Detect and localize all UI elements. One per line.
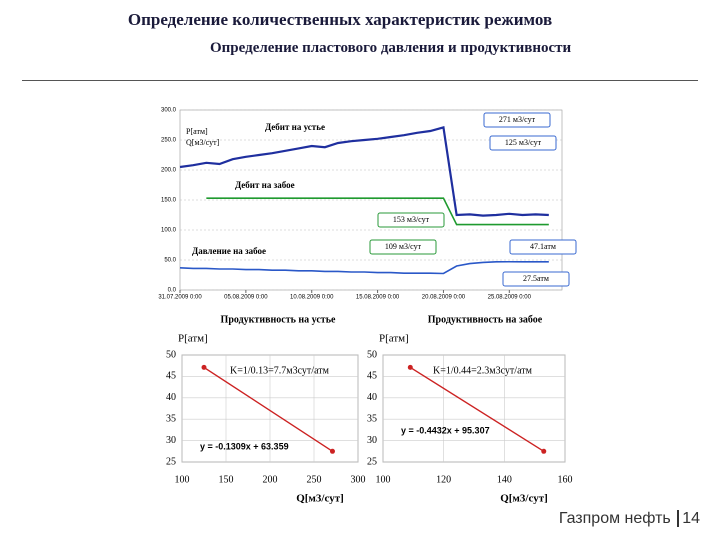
series-line bbox=[179, 126, 549, 217]
x-tick-label: 20.08.2009 0:00 bbox=[422, 295, 466, 301]
annotation-box bbox=[489, 135, 557, 151]
series-line bbox=[179, 260, 549, 275]
annotation: 153 м3/сут bbox=[393, 215, 430, 224]
x-tick-label: 150 bbox=[219, 474, 234, 485]
annotation-box bbox=[369, 239, 437, 255]
annotation: 47.1атм bbox=[530, 242, 556, 251]
series-label: Дебит на забое bbox=[235, 180, 295, 190]
x-tick-label: 25.08.2009 0:00 bbox=[488, 295, 532, 301]
plot-area bbox=[382, 354, 566, 463]
chart-title: Продуктивность на устье bbox=[221, 314, 336, 325]
y-axis-label: P[атм] bbox=[178, 333, 208, 345]
equation: y = -0.1309x + 63.359 bbox=[200, 441, 289, 451]
annotation-box bbox=[502, 271, 570, 287]
y-tick-label: 35 bbox=[367, 413, 377, 424]
annotation: 125 м3/сут bbox=[505, 138, 542, 147]
title-text: Определение количественных характеристик… bbox=[127, 10, 553, 29]
y-tick-label: 200.0 bbox=[161, 168, 177, 174]
x-tick-label: 200 bbox=[263, 474, 278, 485]
page-number: 14 bbox=[677, 510, 700, 527]
x-tick-label: 300 bbox=[351, 474, 366, 485]
annotation: 271 м3/сут bbox=[499, 115, 536, 124]
chart-title: Продуктивность на забое bbox=[428, 314, 543, 325]
annotation: K=1/0.44=2.3м3сут/атм bbox=[433, 365, 533, 376]
y-tick-label: 0.0 bbox=[168, 288, 177, 294]
x-tick-label: 250 bbox=[307, 474, 322, 485]
x-tick-label: 10.08.2009 0:00 bbox=[290, 295, 334, 301]
y-tick-label: 30 bbox=[367, 435, 377, 446]
x-axis-label: Q[м3/сут] bbox=[500, 493, 548, 505]
data-point bbox=[201, 364, 207, 370]
y-tick-label: 40 bbox=[367, 392, 377, 403]
x-tick-label: 100 bbox=[175, 474, 190, 485]
x-tick-label: 100 bbox=[376, 474, 391, 485]
title: Определение количественных характеристик… bbox=[0, 10, 720, 30]
y-tick-label: 45 bbox=[367, 371, 377, 382]
y-axis-label: P[атм] Q[м3/сут] bbox=[186, 127, 220, 147]
x-tick-label: 15.08.2009 0:00 bbox=[356, 295, 400, 301]
series-label: Давление на забое bbox=[192, 246, 266, 256]
y-axis-label: P[атм] bbox=[379, 333, 409, 345]
y-tick-label: 35 bbox=[166, 413, 176, 424]
footer: Газпром нефть 14 bbox=[559, 510, 700, 528]
x-tick-label: 31.07.2009 0:00 bbox=[158, 295, 202, 301]
x-tick-label: 160 bbox=[558, 474, 573, 485]
y-tick-label: 50.0 bbox=[164, 258, 176, 264]
divider bbox=[22, 80, 698, 81]
y-tick-label: 100.0 bbox=[161, 228, 177, 234]
y-tick-label: 300.0 bbox=[161, 108, 177, 114]
y-tick-label: 250.0 bbox=[161, 138, 177, 144]
annotation-box bbox=[483, 112, 551, 128]
data-point bbox=[541, 448, 547, 454]
data-point bbox=[329, 448, 335, 454]
series-label: Дебит на устье bbox=[265, 122, 325, 132]
trend-line bbox=[409, 366, 545, 452]
equation: y = -0.4432x + 95.307 bbox=[401, 425, 490, 435]
y-tick-label: 50 bbox=[166, 349, 176, 360]
subtitle: Определение пластового давления и продук… bbox=[210, 40, 572, 56]
y-tick-label: 30 bbox=[166, 435, 176, 446]
annotation: K=1/0.13=7.7м3сут/атм bbox=[230, 365, 330, 376]
x-tick-label: 120 bbox=[436, 474, 451, 485]
annotation-box bbox=[377, 212, 445, 228]
x-tick-label: 05.08.2009 0:00 bbox=[224, 295, 268, 301]
trend-line bbox=[203, 366, 333, 452]
company: Газпром нефть bbox=[558, 510, 671, 527]
data-point bbox=[407, 364, 413, 370]
y-tick-label: 25 bbox=[166, 456, 176, 467]
annotation: 27.5атм bbox=[523, 274, 549, 283]
y-tick-label: 25 bbox=[367, 456, 377, 467]
y-tick-label: 45 bbox=[166, 371, 176, 382]
x-tick-label: 140 bbox=[497, 474, 512, 485]
annotation: 109 м3/сут bbox=[385, 242, 422, 251]
annotation-box bbox=[509, 239, 577, 255]
y-tick-label: 150.0 bbox=[161, 198, 177, 204]
y-tick-label: 40 bbox=[166, 392, 176, 403]
series-line bbox=[206, 197, 549, 226]
x-axis-label: Q[м3/сут] bbox=[296, 493, 344, 505]
y-tick-label: 50 bbox=[367, 349, 377, 360]
